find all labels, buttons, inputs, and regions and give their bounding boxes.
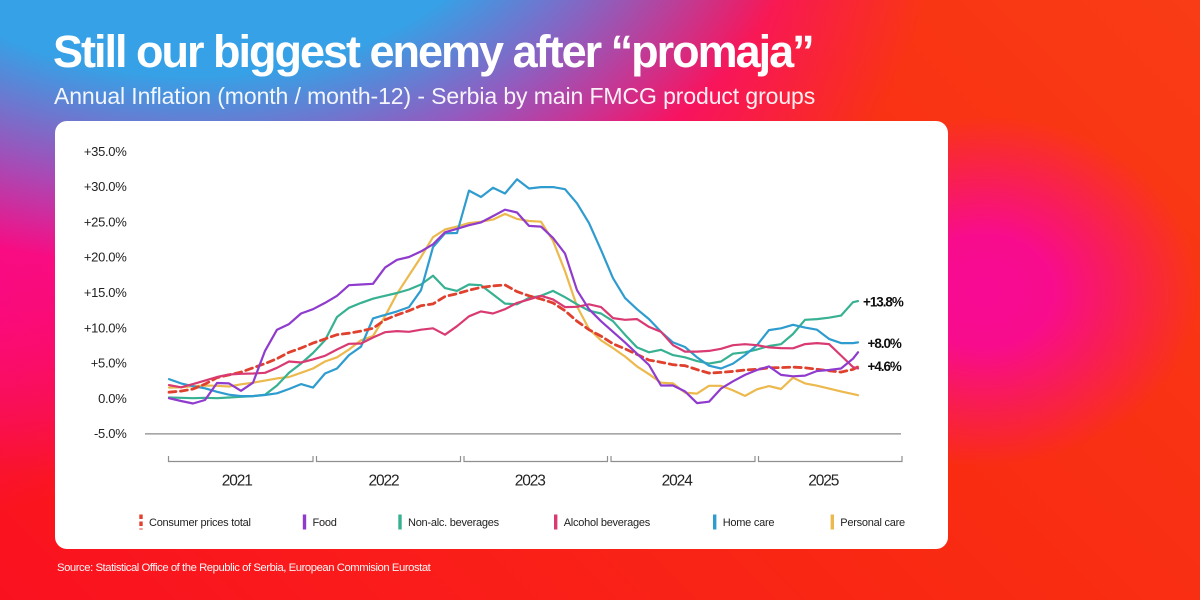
svg-text:+13.8%: +13.8% xyxy=(863,295,904,310)
svg-text:+30.0%: +30.0% xyxy=(84,179,127,194)
svg-text:0.0%: 0.0% xyxy=(98,391,127,406)
svg-text:Home care: Home care xyxy=(723,517,775,529)
svg-text:-5.0%: -5.0% xyxy=(94,426,127,441)
svg-text:Personal care: Personal care xyxy=(840,517,905,529)
svg-text:+20.0%: +20.0% xyxy=(84,250,127,265)
svg-text:+15.0%: +15.0% xyxy=(84,285,127,300)
svg-text:Food: Food xyxy=(313,517,337,529)
svg-text:2022: 2022 xyxy=(368,473,399,490)
svg-text:+5.0%: +5.0% xyxy=(91,356,127,371)
svg-text:+35.0%: +35.0% xyxy=(84,144,127,159)
svg-text:2023: 2023 xyxy=(515,473,546,490)
svg-text:2024: 2024 xyxy=(662,473,694,490)
svg-text:Alcohol beverages: Alcohol beverages xyxy=(564,517,651,529)
svg-text:2021: 2021 xyxy=(222,473,253,490)
svg-text:+10.0%: +10.0% xyxy=(84,320,127,335)
svg-text:+8.0%: +8.0% xyxy=(868,336,902,351)
svg-text:+25.0%: +25.0% xyxy=(84,214,127,229)
svg-text:2025: 2025 xyxy=(808,473,839,490)
svg-text:Consumer prices total: Consumer prices total xyxy=(149,517,251,529)
svg-text:Non-alc. beverages: Non-alc. beverages xyxy=(408,517,500,529)
svg-text:+4.6%: +4.6% xyxy=(868,359,902,374)
